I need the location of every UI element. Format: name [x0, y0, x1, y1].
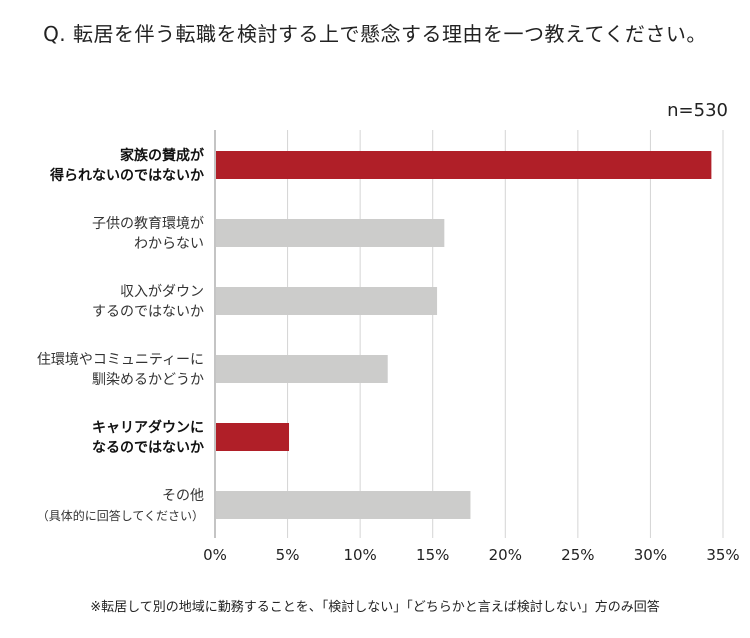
category-label-6-line-2: （具体的に回答してください） — [37, 508, 204, 523]
category-label-3-line-1: 収入がダウン — [120, 284, 204, 300]
x-tick-label-15: 15% — [416, 546, 449, 564]
footnote: ※転居して別の地域に勤務することを、「検討しない」「どちらかと言えば検討しない」… — [90, 600, 660, 615]
chart-title: Q. 転居を伴う転職を検討する上で懸念する理由を一つ教えてください。 — [43, 22, 707, 46]
bar-3 — [216, 287, 438, 315]
x-tick-label-20: 20% — [489, 546, 522, 564]
category-label-4-line-2: 馴染めるかどうか — [92, 372, 204, 388]
x-tick-label-25: 25% — [561, 546, 594, 564]
bar-5 — [216, 423, 290, 451]
bar-2 — [216, 219, 445, 247]
bar-1 — [216, 151, 712, 179]
x-tick-label-5: 5% — [276, 546, 300, 564]
x-tick-label-0: 0% — [203, 546, 227, 564]
bar-4 — [216, 355, 388, 383]
category-label-6-line-1: その他 — [162, 488, 204, 504]
bar-6 — [216, 491, 471, 519]
category-label-5-line-2: なるのではないか — [92, 440, 204, 456]
x-tick-label-35: 35% — [706, 546, 739, 564]
category-label-1-line-2: 得られないのではないか — [49, 167, 204, 184]
category-label-4-line-1: 住環境やコミュニティーに — [37, 352, 204, 368]
category-label-5-line-1: キャリアダウンに — [92, 419, 204, 436]
x-tick-label-10: 10% — [343, 546, 376, 564]
category-label-2-line-1: 子供の教育環境が — [92, 216, 204, 232]
category-label-3-line-2: するのではないか — [92, 304, 204, 320]
x-tick-label-30: 30% — [634, 546, 667, 564]
sample-size-label: n=530 — [667, 100, 728, 121]
category-label-2-line-2: わからない — [134, 236, 204, 252]
category-label-1-line-1: 家族の賛成が — [120, 147, 205, 164]
